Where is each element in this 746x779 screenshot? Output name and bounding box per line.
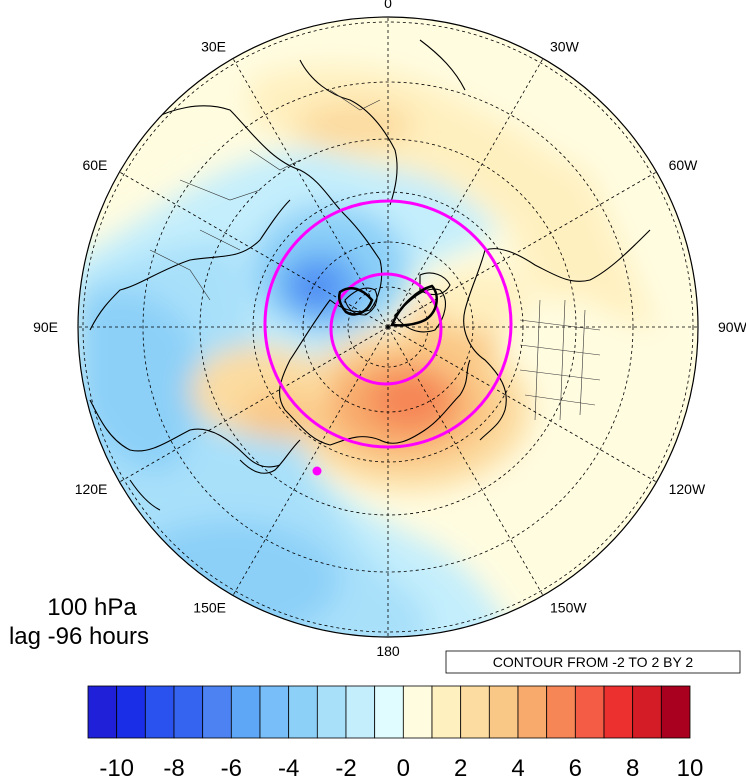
colorbar-label-8: 6 [569, 755, 582, 779]
longitude-labels: 0 30W 60W 90W 120W 150W 180 150E 120E 90E 60E 30E [33, 0, 746, 659]
lon-label-1: 30W [550, 38, 580, 54]
north-america-coast [463, 229, 651, 441]
colorbar-swatch-11 [402, 685, 433, 739]
colorbar-swatch-18 [603, 685, 634, 739]
colorbar-swatch-13 [460, 685, 490, 739]
colorbar-swatch-5 [230, 685, 261, 739]
greenland-coast [394, 288, 446, 333]
meridian-4 [387, 326, 657, 483]
meridian-8 [119, 326, 389, 483]
lon-label-7: 150E [193, 600, 226, 616]
highlight-circles [263, 199, 513, 449]
colorbar-swatch-7 [288, 685, 318, 739]
colorbar-label-2: -6 [221, 755, 242, 779]
lon-label-10: 60E [82, 157, 107, 173]
outer-magenta-circle [263, 199, 513, 449]
negative-core-deep [297, 273, 333, 303]
anomaly-field [78, 66, 660, 637]
meridian-7 [232, 326, 389, 596]
colorbar-swatch-9 [345, 685, 376, 739]
positive-spot-north [295, 100, 415, 150]
colorbar-swatch-16 [546, 685, 576, 739]
colorbar-swatch-3 [173, 685, 204, 739]
site-marker-dot [312, 466, 322, 476]
map-disk [78, 17, 698, 637]
meridian-5 [387, 326, 544, 596]
contour-info-box [445, 650, 741, 674]
colorbar-swatch-0 [87, 685, 118, 739]
meridian-11 [232, 58, 389, 328]
positive-south [470, 460, 650, 580]
title-lag: lag -96 hours [9, 623, 149, 650]
positive-spot-east [515, 160, 605, 300]
colorbar-swatch-14 [488, 685, 519, 739]
lon-label-0: 0 [384, 0, 392, 11]
title-pressure-level: 100 hPa [47, 594, 137, 621]
lon-label-11: 30E [201, 38, 226, 54]
colorbar-swatch-1 [116, 685, 146, 739]
lat-circle-40 [142, 81, 634, 573]
colorbar-label-5: 0 [397, 755, 410, 779]
colorbar-swatch-2 [144, 685, 175, 739]
colorbar [87, 685, 691, 739]
border-lines-us [519, 299, 601, 421]
meridian-lines [78, 17, 698, 637]
europe-coast [299, 39, 466, 206]
meridian-1 [387, 58, 544, 328]
meridian-2 [387, 171, 657, 328]
lat-circle-30 [82, 21, 694, 633]
lon-label-4: 120W [669, 481, 706, 497]
colorbar-label-1: -8 [163, 755, 184, 779]
contour-info-text: CONTOUR FROM -2 TO 2 BY 2 [493, 654, 694, 670]
colorbar-swatch-10 [374, 685, 404, 739]
japan-coast [129, 439, 301, 511]
zero-contour-west [338, 287, 374, 316]
lon-label-8: 120E [75, 481, 108, 497]
lon-label-3: 90W [718, 319, 746, 335]
colorbar-label-6: 2 [454, 755, 467, 779]
meridian-10 [119, 171, 389, 328]
colorbar-swatch-12 [431, 685, 462, 739]
colorbar-label-10: 10 [677, 755, 704, 779]
colorbar-labels: -10 -8 -6 -4 -2 0 2 4 6 8 10 [99, 755, 703, 779]
colorbar-swatch-6 [259, 685, 290, 739]
colorbar-swatch-4 [202, 685, 232, 739]
border-lines-asia [149, 89, 381, 301]
lon-label-5: 150W [550, 600, 587, 616]
map-border [77, 16, 699, 638]
inner-magenta-circle [329, 272, 443, 386]
colorbar-swatch-8 [316, 685, 347, 739]
colorbar-label-4: -2 [335, 755, 356, 779]
negative-lower [120, 520, 340, 637]
colorbar-label-3: -4 [278, 755, 299, 779]
lon-label-6: 180 [376, 643, 400, 659]
colorbar-label-7: 4 [511, 755, 524, 779]
lon-label-2: 60W [669, 157, 699, 173]
colorbar-swatch-17 [574, 685, 605, 739]
lat-circle-80 [347, 286, 429, 368]
colorbar-label-9: 8 [626, 755, 639, 779]
zero-contours [338, 284, 438, 327]
colorbar-swatch-20 [660, 685, 691, 739]
lon-label-9: 90E [33, 319, 58, 335]
colorbar-swatch-19 [632, 685, 662, 739]
country-borders [149, 89, 601, 421]
negative-region-mid [80, 290, 201, 472]
asia-coast [89, 199, 291, 468]
colorbar-label-0: -10 [99, 755, 134, 779]
positive-southwest [240, 390, 320, 440]
colorbar-swatch-15 [517, 685, 548, 739]
zero-contour-east [390, 284, 438, 327]
